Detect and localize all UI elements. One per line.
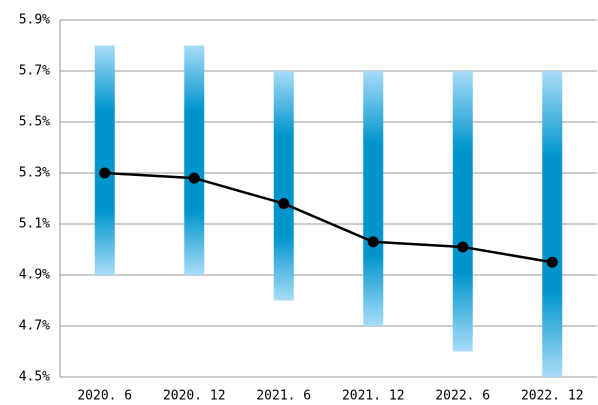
range-bar: [452, 71, 473, 352]
point: [546, 256, 558, 268]
y-tick-label: 5.7%: [19, 64, 50, 79]
range-bar: [184, 45, 205, 275]
y-tick-label: 4.7%: [19, 319, 50, 334]
range-bar: [273, 71, 294, 301]
y-tick-label: 4.9%: [19, 268, 50, 283]
point: [367, 236, 379, 248]
y-tick-label: 5.1%: [19, 217, 50, 232]
range-bar: [94, 45, 115, 275]
y-tick-label: 5.5%: [19, 115, 50, 130]
point: [457, 241, 469, 253]
y-tick-label: 5.9%: [19, 13, 50, 28]
point: [188, 172, 200, 184]
x-tick-label: 2021. 12: [342, 389, 405, 404]
point: [278, 198, 290, 210]
line: [104, 171, 553, 264]
y-tick-label: 4.5%: [19, 370, 50, 385]
x-tick-label: 2020. 12: [163, 389, 226, 404]
point: [99, 167, 111, 179]
y-tick-label: 5.3%: [19, 166, 50, 181]
range-bar: [363, 71, 384, 326]
x-tick-label: 2020. 6: [77, 389, 132, 404]
x-tick-label: 2022. 12: [521, 389, 584, 404]
range-bar: [542, 71, 563, 377]
x-tick-label: 2021. 6: [256, 389, 311, 404]
x-tick-label: 2022. 6: [435, 389, 490, 404]
